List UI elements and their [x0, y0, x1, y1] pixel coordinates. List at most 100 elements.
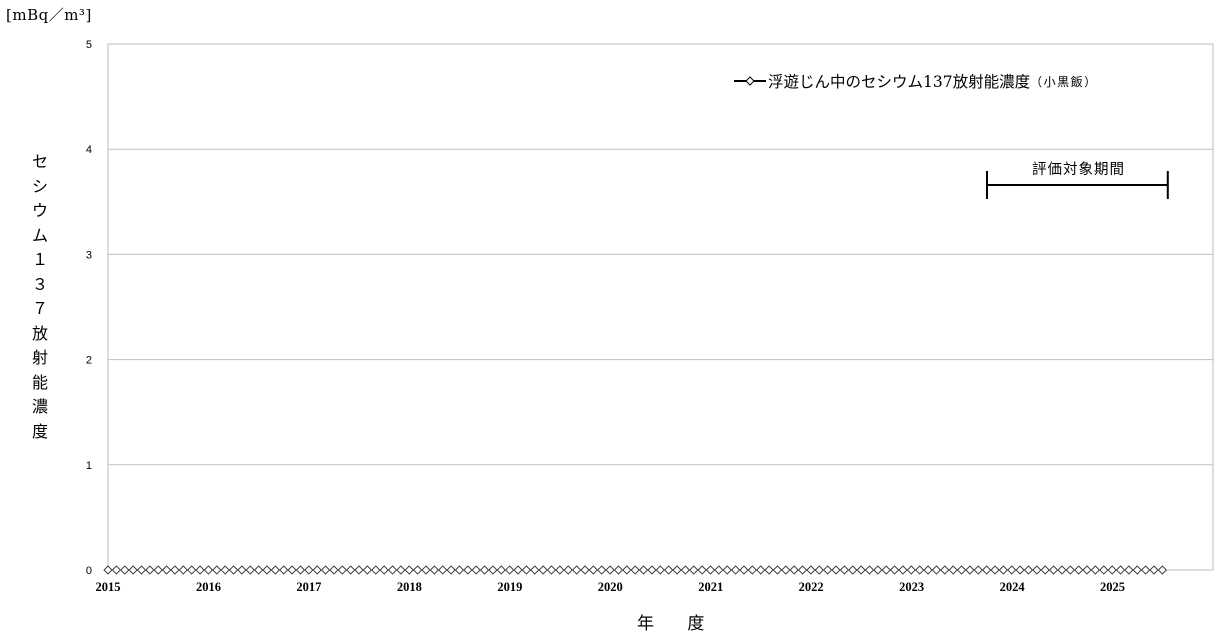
data-point [203, 565, 214, 575]
data-point [555, 565, 565, 575]
y-tick-label: 2 [86, 355, 92, 367]
data-point [1149, 565, 1159, 575]
y-axis-label-char: 能 [31, 372, 48, 392]
data-point [295, 565, 306, 575]
x-axis-label: 年 度 [637, 614, 719, 634]
data-point [856, 565, 866, 575]
data-point [1107, 565, 1117, 575]
y-tick-label: 3 [86, 249, 92, 261]
data-point [1065, 565, 1075, 575]
data-point [915, 565, 925, 575]
data-point [454, 565, 465, 575]
data-point [873, 565, 883, 575]
legend: 浮遊じん中のセシウム137放射能濃度 （小黒飯） [734, 70, 1098, 92]
x-tick-label: 2017 [296, 580, 321, 594]
data-point [638, 565, 649, 575]
y-axis-label-char: 度 [31, 421, 48, 441]
data-point [1132, 565, 1142, 575]
data-point [588, 565, 598, 575]
data-point [463, 565, 473, 575]
data-point [187, 565, 197, 575]
data-point [362, 565, 373, 575]
data-point [429, 565, 439, 575]
x-tick-label: 2016 [196, 580, 221, 594]
data-point [956, 565, 967, 575]
data-point [262, 565, 272, 575]
data-point [981, 565, 992, 575]
data-point [1082, 565, 1092, 575]
data-point [170, 565, 180, 575]
data-point [220, 565, 230, 575]
x-tick-label: 2015 [96, 580, 121, 594]
data-point [111, 565, 122, 575]
data-point [1032, 565, 1042, 575]
data-point [822, 565, 833, 575]
data-point [128, 565, 138, 575]
data-point [672, 565, 682, 575]
y-axis-label-char: ３ [31, 274, 48, 294]
data-point [1099, 565, 1109, 575]
data-point [739, 565, 749, 575]
data-point [479, 565, 490, 575]
legend-marker-icon [734, 76, 766, 86]
data-point [253, 565, 264, 575]
data-point [563, 565, 573, 575]
data-point [689, 565, 699, 575]
data-point [396, 565, 406, 575]
data-point [923, 565, 933, 575]
data-point [136, 565, 147, 575]
y-axis-label-char: 放 [31, 323, 48, 343]
data-point [354, 565, 364, 575]
data-point [571, 565, 582, 575]
data-point [237, 565, 247, 575]
data-point [471, 565, 481, 575]
x-tick-label: 2025 [1100, 580, 1125, 594]
data-point [1023, 565, 1034, 575]
y-axis-label-char: ウ [31, 201, 48, 220]
data-point [889, 565, 900, 575]
data-point [287, 565, 297, 575]
y-tick-label: 0 [86, 565, 92, 577]
data-point [1040, 565, 1050, 575]
data-point [546, 565, 557, 575]
data-point [1015, 565, 1025, 575]
data-point [597, 565, 607, 575]
x-tick-label: 2021 [698, 580, 723, 594]
data-point [655, 565, 665, 575]
data-point [153, 565, 163, 575]
data-point [438, 565, 448, 575]
y-tick-label: 5 [86, 39, 92, 51]
data-point [320, 565, 331, 575]
data-point [404, 565, 414, 575]
x-tick-label: 2020 [598, 580, 623, 594]
data-point [538, 565, 548, 575]
data-point [990, 565, 1000, 575]
data-point [814, 565, 824, 575]
data-point [848, 565, 858, 575]
data-point [387, 565, 398, 575]
data-point [496, 565, 506, 575]
data-point [1124, 565, 1134, 575]
data-point [806, 565, 816, 575]
data-point [781, 565, 791, 575]
data-point [195, 565, 205, 575]
data-point [346, 565, 356, 575]
data-point [973, 565, 983, 575]
data-point [304, 565, 314, 575]
data-point [412, 565, 423, 575]
data-point [630, 565, 640, 575]
y-axis-label-char: 濃 [31, 397, 48, 416]
data-point [647, 565, 657, 575]
data-point [898, 565, 908, 575]
y-axis-label-char: ７ [31, 299, 48, 318]
data-point [831, 565, 841, 575]
data-point [530, 565, 540, 575]
y-axis-label-char: セ [31, 152, 48, 171]
x-tick-label: 2023 [899, 580, 924, 594]
plot-frame [107, 43, 1214, 571]
data-point [379, 565, 389, 575]
data-point [161, 565, 172, 575]
data-point [120, 565, 130, 575]
legend-location: （小黒飯） [1030, 74, 1098, 89]
data-point [864, 565, 875, 575]
